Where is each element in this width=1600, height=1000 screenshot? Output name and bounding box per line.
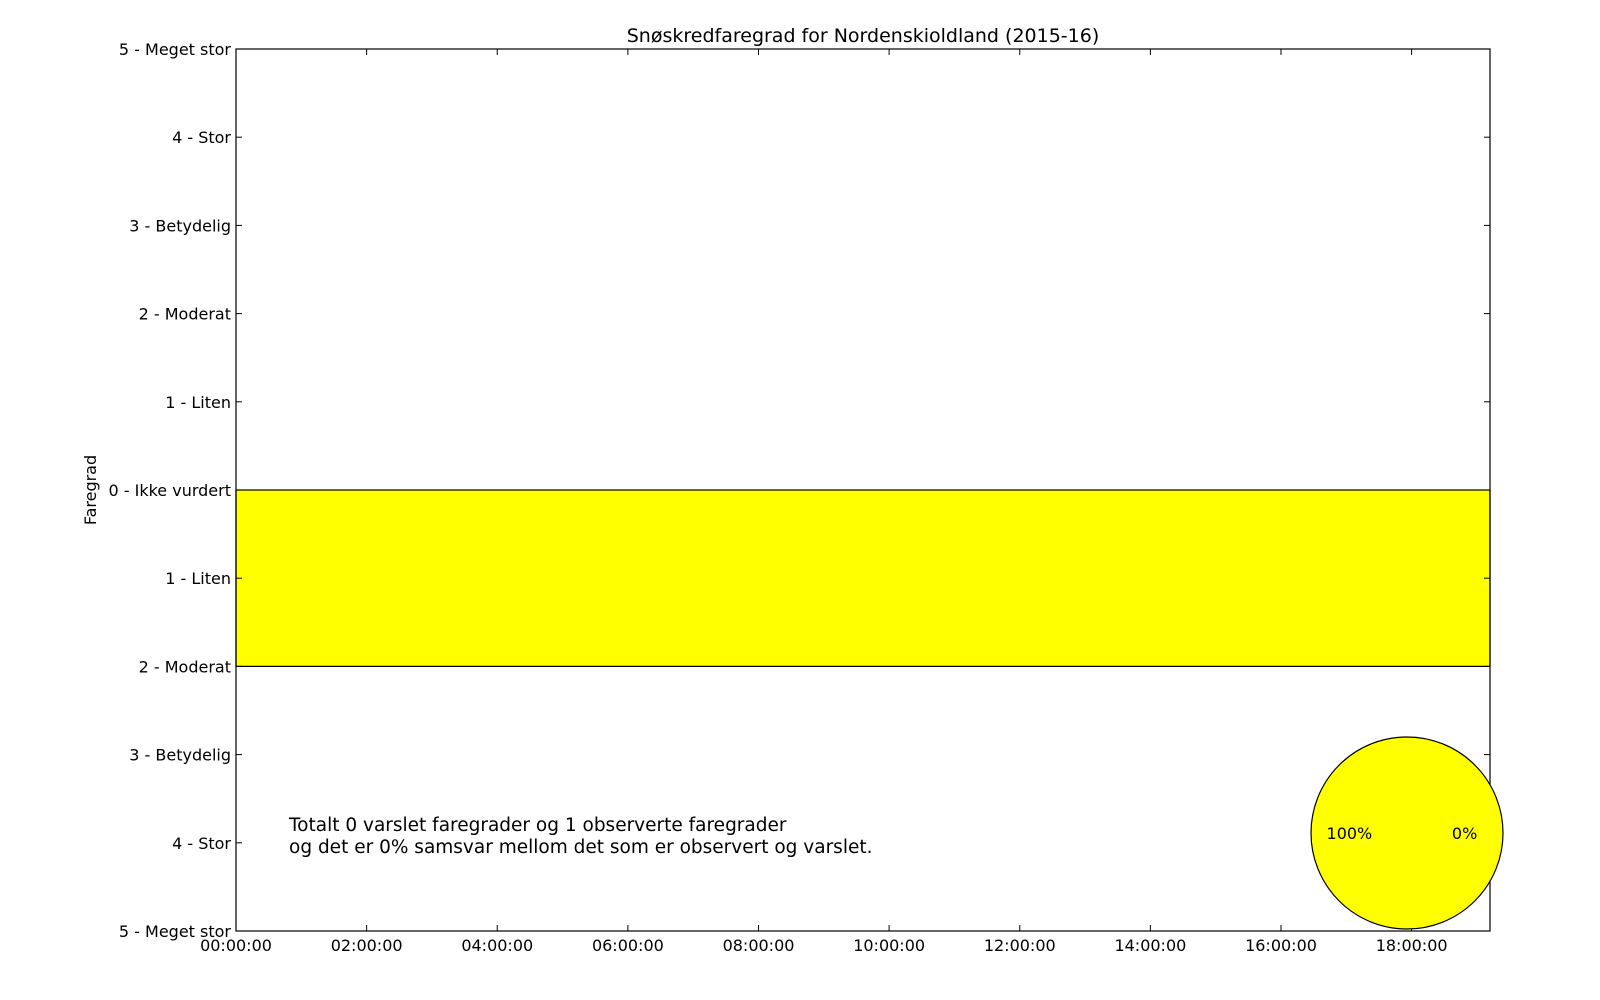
x-tick-label-2: 04:00:00 bbox=[461, 936, 533, 955]
x-tick-label-5: 10:00:00 bbox=[853, 936, 925, 955]
x-tick-label-1: 02:00:00 bbox=[331, 936, 403, 955]
y-tick-label-3: 2 - Moderat bbox=[139, 305, 231, 324]
x-tick-label-4: 08:00:00 bbox=[723, 936, 795, 955]
agreement-pie: 100% 0% bbox=[1310, 736, 1504, 930]
bar-0 bbox=[235, 489, 1491, 667]
bars-layer bbox=[235, 489, 1491, 667]
y-tick-label-0: 5 - Meget stor bbox=[119, 40, 232, 59]
x-tick-label-9: 18:00:00 bbox=[1376, 936, 1448, 955]
x-tick-label-3: 06:00:00 bbox=[592, 936, 664, 955]
y-axis-label: Faregrad bbox=[81, 455, 100, 525]
y-tick-label-9: 4 - Stor bbox=[172, 834, 231, 853]
y-tick-label-7: 2 - Moderat bbox=[139, 657, 231, 676]
y-tick-label-10: 5 - Meget stor bbox=[119, 922, 232, 941]
y-tick-label-1: 4 - Stor bbox=[172, 128, 231, 147]
x-tick-label-7: 14:00:00 bbox=[1114, 936, 1186, 955]
y-tick-label-4: 1 - Liten bbox=[165, 393, 231, 412]
x-tick-label-8: 16:00:00 bbox=[1245, 936, 1317, 955]
pie-slice-0 bbox=[1310, 736, 1504, 930]
y-tick-label-6: 1 - Liten bbox=[165, 569, 231, 588]
pie-label-0: 100% bbox=[1327, 824, 1373, 843]
pie-label-1: 0% bbox=[1452, 824, 1477, 843]
chart-title: Snøskredfaregrad for Nordenskioldland (2… bbox=[627, 25, 1100, 47]
y-tick-label-8: 3 - Betydelig bbox=[129, 746, 231, 765]
x-tick-label-6: 12:00:00 bbox=[984, 936, 1056, 955]
y-tick-label-2: 3 - Betydelig bbox=[129, 216, 231, 235]
summary-note-line-1: Totalt 0 varslet faregrader og 1 observe… bbox=[288, 815, 787, 836]
x-tick-label-0: 00:00:00 bbox=[200, 936, 272, 955]
ticks-layer: 5 - Meget stor 4 - Stor 3 - Betydelig 2 - M… bbox=[109, 40, 1490, 955]
summary-note-line-2: og det er 0% samsvar mellom det som er o… bbox=[289, 837, 872, 858]
y-tick-label-5: 0 - Ikke vurdert bbox=[109, 481, 232, 500]
